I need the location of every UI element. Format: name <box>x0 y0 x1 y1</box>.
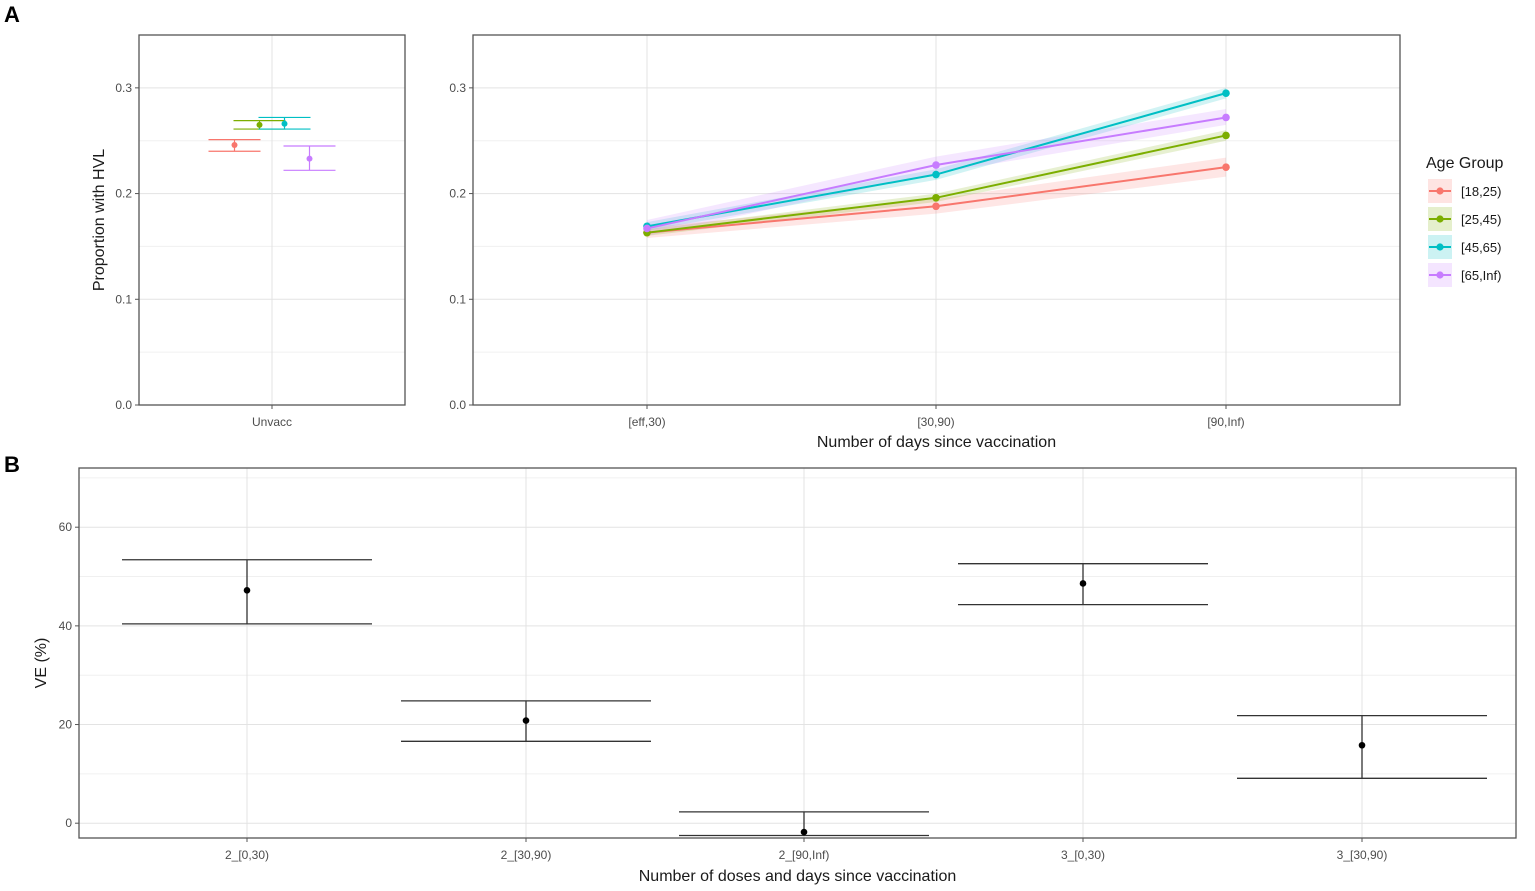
a-left-series-0 <box>208 139 261 152</box>
b-estimate-4 <box>1237 715 1487 779</box>
b-x-tick-label: 3_[0,30) <box>1061 848 1105 862</box>
a-left-y-tick-label: 0.1 <box>115 292 132 306</box>
a-right-x-axis-title: Number of days since vaccination <box>817 434 1056 451</box>
a-right-x-tick-label: [30,90) <box>917 415 954 429</box>
a-right-x-tick-label: [eff,30) <box>628 415 665 429</box>
a-right-point <box>1222 89 1230 97</box>
b-x-axis-title: Number of doses and days since vaccinati… <box>639 868 957 885</box>
legend-key-point <box>1436 271 1444 279</box>
b-x-tick-label: 2_[90,Inf) <box>779 848 830 862</box>
b-x-tick-label: 3_[30,90) <box>1337 848 1388 862</box>
panel-label-b: B <box>4 452 20 477</box>
legend-key-point <box>1436 187 1444 195</box>
b-panel-bg <box>79 468 1516 838</box>
b-x-tick-label: 2_[0,30) <box>225 848 269 862</box>
a-left-point <box>231 141 238 148</box>
a-right-point <box>643 224 651 233</box>
a-left-series-3 <box>283 145 336 171</box>
a-right-point <box>932 194 940 202</box>
a-left-panel-border <box>138 34 406 406</box>
b-point <box>800 828 808 836</box>
legend-title: Age Group <box>1426 155 1503 172</box>
a-right-x-tick-label: [90,Inf) <box>1207 415 1244 429</box>
a-right-point <box>1222 113 1230 122</box>
a-left-series-2 <box>258 116 311 130</box>
b-panel-border <box>78 467 1517 839</box>
a-right-ci-ribbon <box>647 157 1226 238</box>
b-point <box>1358 741 1366 749</box>
legend-key <box>1428 235 1452 259</box>
a-right-y-tick-label: 0.1 <box>449 292 466 306</box>
a-right-point <box>932 170 940 179</box>
a-left-y-axis-title: Proportion with HVL <box>91 149 108 291</box>
panel-label-a: A <box>4 2 20 27</box>
b-y-tick-label: 40 <box>59 619 73 633</box>
legend-label: [45,65) <box>1461 240 1501 255</box>
a-right-y-tick-label: 0.3 <box>449 81 466 95</box>
legend-key-point <box>1436 215 1444 223</box>
legend-key-point <box>1436 243 1444 251</box>
b-y-tick-label: 60 <box>59 520 73 534</box>
a-right-point <box>932 161 940 169</box>
legend <box>1428 179 1452 287</box>
a-right-y-tick-label: 0.0 <box>449 398 466 412</box>
a-right-point <box>1222 131 1230 140</box>
b-point <box>1079 580 1087 587</box>
a-left-point <box>256 121 263 128</box>
a-left-series-1 <box>233 120 286 130</box>
a-right-point <box>1222 163 1230 171</box>
legend-key <box>1428 207 1452 231</box>
legend-label: [65,Inf) <box>1461 268 1501 283</box>
b-estimate-0 <box>122 559 372 625</box>
a-left-point <box>281 120 288 127</box>
b-point <box>243 587 251 594</box>
legend-key <box>1428 179 1452 203</box>
a-right-series-line-3 <box>643 113 1230 233</box>
a-right-panel-border <box>472 34 1401 406</box>
b-point <box>522 717 530 724</box>
legend-label: [18,25) <box>1461 184 1501 199</box>
b-estimate-1 <box>401 700 651 742</box>
b-y-tick-label: 0 <box>65 816 72 830</box>
b-y-axis-title: VE (%) <box>33 638 50 689</box>
a-right-series-0 <box>647 157 1226 238</box>
b-estimate-3 <box>958 563 1208 606</box>
legend-label: [25,45) <box>1461 212 1501 227</box>
a-left-point <box>306 155 313 162</box>
b-x-tick-label: 2_[30,90) <box>501 848 552 862</box>
a-left-y-tick-label: 0.3 <box>115 81 132 95</box>
a-left-x-tick-label: Unvacc <box>252 415 292 429</box>
a-right-point <box>932 202 940 211</box>
b-estimate-2 <box>679 811 929 837</box>
a-right-y-tick-label: 0.2 <box>449 187 466 201</box>
b-y-tick-label: 20 <box>59 718 73 732</box>
a-left-y-tick-label: 0.2 <box>115 187 132 201</box>
legend-key <box>1428 263 1452 287</box>
a-left-y-tick-label: 0.0 <box>115 398 132 412</box>
